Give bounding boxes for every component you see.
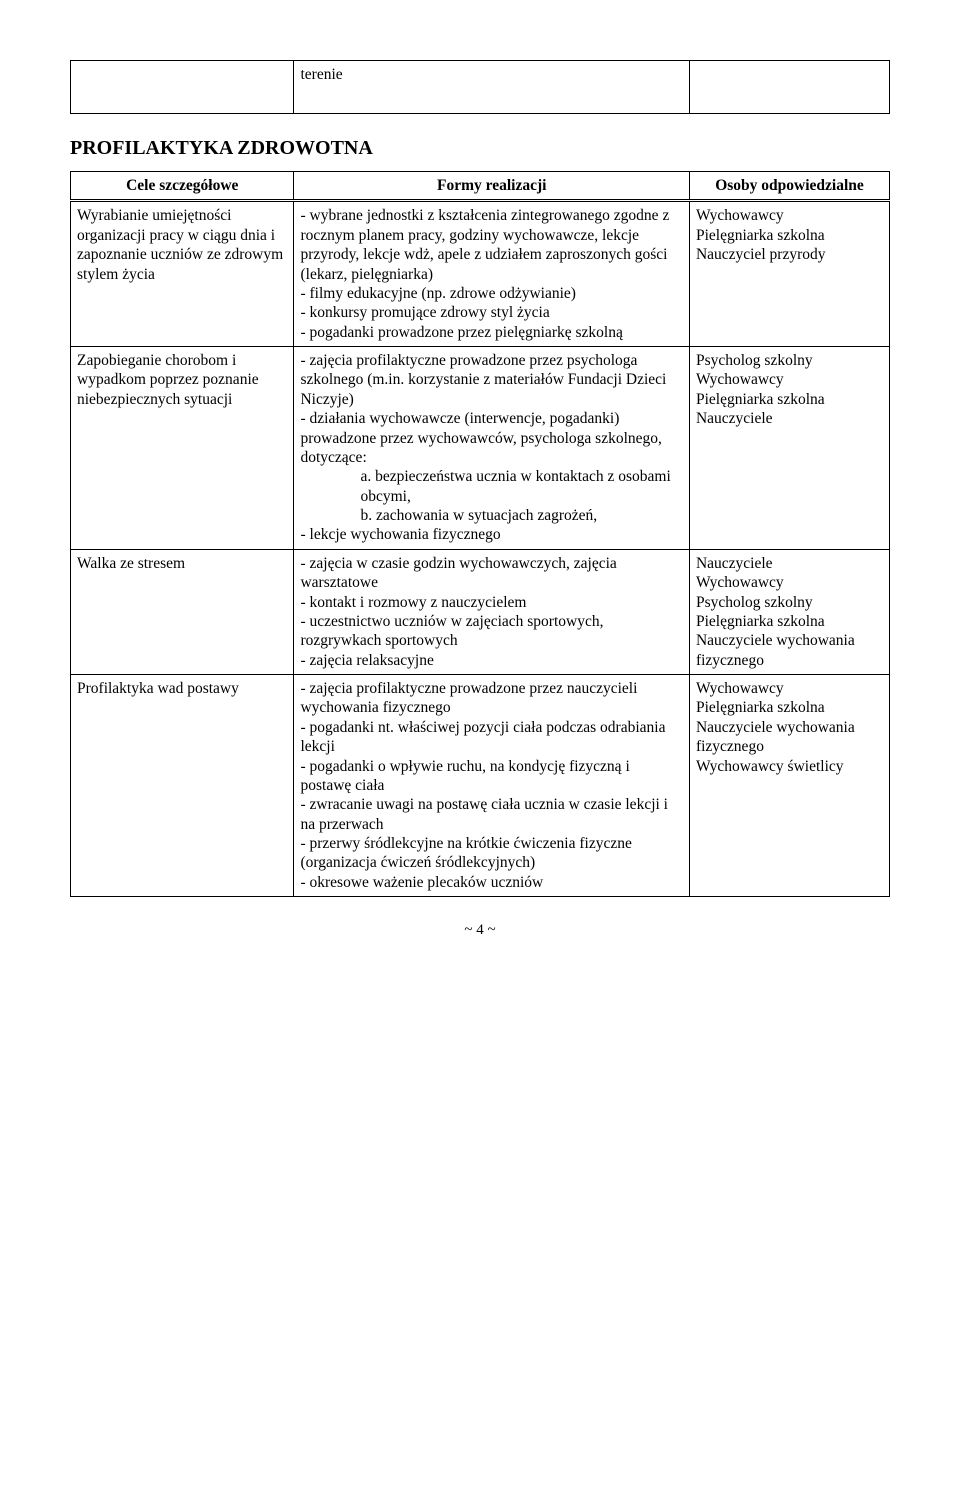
header-col3: Osoby odpowiedzialne [689,172,889,201]
page-number: ~ 4 ~ [70,921,890,940]
section-heading: PROFILAKTYKA ZDROWOTNA [70,136,890,161]
cell-goal: Zapobieganie chorobom i wypadkom poprzez… [71,347,294,550]
table-row: Walka ze stresem - zajęcia w czasie godz… [71,549,890,674]
header-col1: Cele szczegółowe [71,172,294,201]
header-col2: Formy realizacji [294,172,689,201]
main-table: Cele szczegółowe Formy realizacji Osoby … [70,171,890,897]
cell-forms: - wybrane jednostki z kształcenia zinteg… [294,201,689,347]
table-row: Profilaktyka wad postawy - zajęcia profi… [71,675,890,897]
cell-forms: - zajęcia profilaktyczne prowadzone prze… [294,347,689,550]
cell-goal: Walka ze stresem [71,549,294,674]
cell-forms-item-a: a. bezpieczeństwa ucznia w kontaktach z … [300,467,682,506]
cell-responsible: Psycholog szkolny Wychowawcy Pielęgniark… [689,347,889,550]
cell-goal: Profilaktyka wad postawy [71,675,294,897]
table-row: Wyrabianie umiejętności organizacji prac… [71,201,890,347]
cell-forms-pre: - zajęcia profilaktyczne prowadzone prze… [300,352,666,466]
cell-responsible: Wychowawcy Pielęgniarka szkolna Nauczyci… [689,201,889,347]
table-row: Zapobieganie chorobom i wypadkom poprzez… [71,347,890,550]
cell-forms: - zajęcia w czasie godzin wychowawczych,… [294,549,689,674]
top-cell-1 [71,61,294,114]
cell-forms-post: - lekcje wychowania fizycznego [300,526,500,543]
top-fragment-table: terenie [70,60,890,114]
top-cell-2: terenie [294,61,689,114]
cell-responsible: Wychowawcy Pielęgniarka szkolna Nauczyci… [689,675,889,897]
table-header-row: Cele szczegółowe Formy realizacji Osoby … [71,172,890,201]
cell-forms-item-b: b. zachowania w sytuacjach zagrożeń, [300,506,682,525]
cell-forms: - zajęcia profilaktyczne prowadzone prze… [294,675,689,897]
top-cell-3 [689,61,889,114]
cell-goal: Wyrabianie umiejętności organizacji prac… [71,201,294,347]
cell-responsible: Nauczyciele Wychowawcy Psycholog szkolny… [689,549,889,674]
